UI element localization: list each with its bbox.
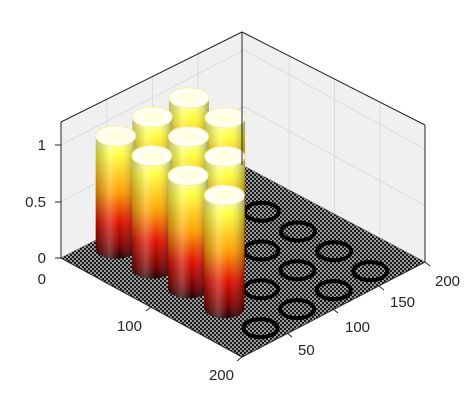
flat-ring-4 bbox=[351, 260, 390, 283]
pillar-0 bbox=[95, 125, 137, 259]
flat-ring-7 bbox=[314, 279, 353, 302]
flat-ring-2 bbox=[278, 220, 317, 243]
pillar-top-inner bbox=[213, 151, 236, 162]
flat-ring-6 bbox=[278, 259, 317, 282]
flat-ring-9 bbox=[278, 298, 317, 321]
pillar-cylinders bbox=[95, 87, 246, 319]
y-tick-label-200: 200 bbox=[435, 273, 460, 290]
z-tick-label-1: 1 bbox=[38, 137, 46, 154]
y-tick-label-50: 50 bbox=[298, 342, 315, 359]
x-axis-line bbox=[60, 257, 243, 358]
x-tick-label-200: 200 bbox=[209, 367, 234, 384]
y-tick-label-150: 150 bbox=[390, 294, 415, 311]
pillar-top-inner bbox=[177, 170, 200, 181]
x-tick-label-0: 0 bbox=[38, 271, 46, 288]
x-tick-label-100: 100 bbox=[117, 318, 142, 335]
y-tick-200 bbox=[424, 261, 431, 267]
flat-ring-10 bbox=[241, 317, 280, 340]
pillar-top-inner bbox=[214, 112, 237, 124]
z-tick-label-0: 0 bbox=[38, 250, 46, 267]
pillar-shading bbox=[95, 135, 136, 259]
x-tick-200 bbox=[236, 356, 243, 362]
pillar-shading bbox=[131, 155, 172, 279]
pillar-shading bbox=[168, 175, 209, 299]
y-tick-50 bbox=[286, 332, 293, 338]
pillar-top-inner bbox=[177, 92, 200, 104]
pillar-shading bbox=[204, 195, 245, 319]
flat-ring-3 bbox=[315, 240, 354, 263]
pillar-top-inner bbox=[104, 130, 127, 142]
pillar-top-inner bbox=[213, 189, 236, 201]
pillar-8 bbox=[203, 184, 245, 319]
axis-edge-top-right bbox=[241, 31, 426, 126]
y-tick-100 bbox=[332, 308, 339, 314]
pillar-top-inner bbox=[141, 111, 164, 123]
y-tick-150 bbox=[378, 285, 385, 291]
pillar-3 bbox=[131, 145, 173, 279]
pillar-top-inner bbox=[177, 131, 200, 143]
z-tick-label-05: 0.5 bbox=[25, 194, 46, 211]
pillar-top-inner bbox=[140, 150, 163, 162]
y-tick-label-100: 100 bbox=[345, 319, 370, 336]
x-tick-100 bbox=[145, 306, 152, 312]
pillar-6 bbox=[167, 165, 209, 299]
axis-edge-top-left bbox=[60, 31, 243, 123]
